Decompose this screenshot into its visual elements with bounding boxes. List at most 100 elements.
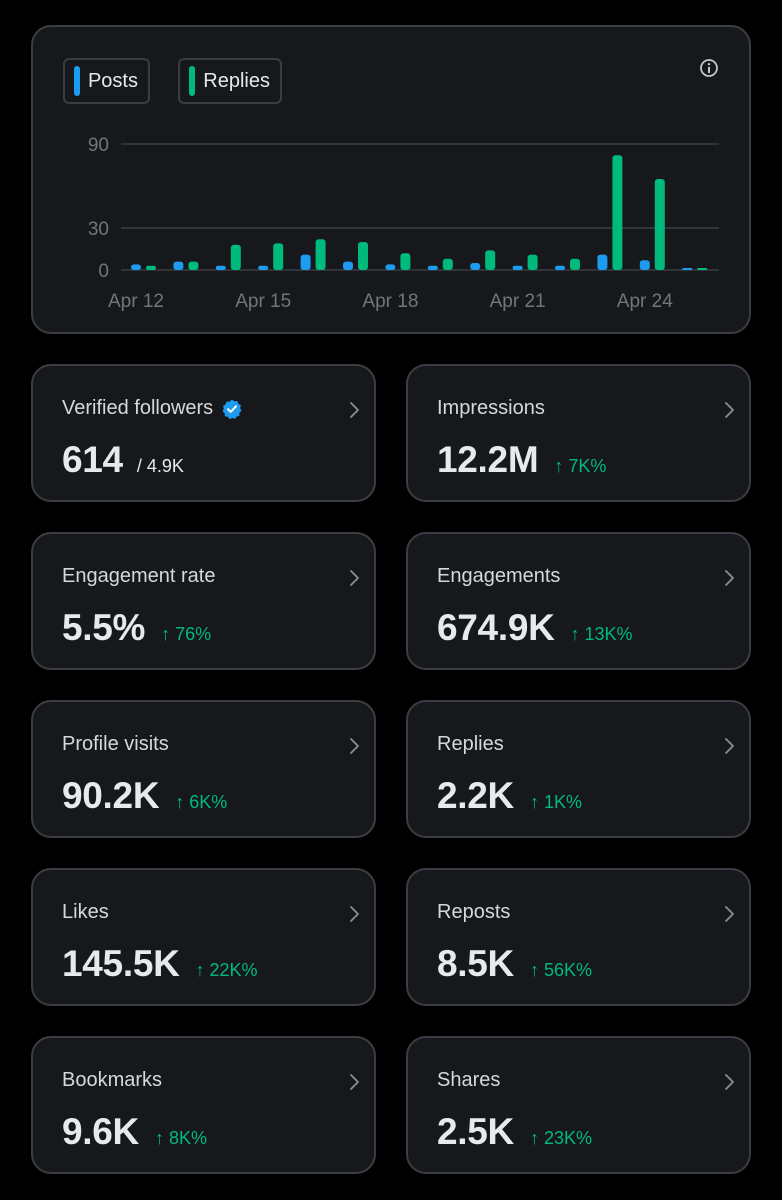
analytics-chart-card: Posts Replies 0 30 90 Apr 12 Apr 15 Apr 18 Apr…: [31, 25, 751, 334]
posts-bar-apr-22[interactable]: [555, 265, 565, 270]
metric-value-row: 2.5K ↑ 23K%: [437, 1111, 592, 1153]
chevron-right-icon: [350, 1074, 359, 1090]
metric-value: 12.2M: [437, 439, 539, 480]
metric-card-shares[interactable]: Shares 2.5K ↑ 23K%: [406, 1036, 751, 1174]
posts-bar-apr-23[interactable]: [597, 254, 608, 270]
metric-value: 2.2K: [437, 775, 514, 816]
metric-value-row: 2.2K ↑ 1K%: [437, 775, 582, 817]
replies-swatch-icon: [189, 66, 196, 96]
metric-card-reposts[interactable]: Reposts 8.5K ↑ 56K%: [406, 868, 751, 1006]
metric-label: Impressions: [437, 397, 545, 420]
metric-card-likes[interactable]: Likes 145.5K ↑ 22K%: [31, 868, 376, 1006]
metric-delta: ↑ 8K%: [154, 1128, 207, 1148]
legend-posts-toggle[interactable]: Posts: [63, 58, 150, 104]
metric-label-text: Impressions: [437, 397, 545, 419]
chevron-right-icon: [350, 738, 359, 754]
replies-bar-apr-13[interactable]: [188, 261, 199, 270]
metric-delta: ↑ 22K%: [195, 960, 258, 980]
metric-card-profile-visits[interactable]: Profile visits 90.2K ↑ 6K%: [31, 700, 376, 838]
replies-bar-apr-25[interactable]: [697, 268, 708, 270]
metric-delta: ↑ 6K%: [175, 792, 228, 812]
posts-bar-apr-25[interactable]: [682, 268, 693, 270]
posts-bar-apr-16[interactable]: [300, 254, 311, 270]
x-tick-label: Apr 12: [108, 291, 164, 312]
y-tick-label: 30: [88, 219, 109, 240]
chevron-right-icon: [725, 570, 734, 586]
metric-delta: ↑ 1K%: [529, 792, 582, 812]
metric-label-text: Likes: [62, 901, 109, 923]
replies-bar-apr-19[interactable]: [442, 258, 453, 270]
metric-card-replies[interactable]: Replies 2.2K ↑ 1K%: [406, 700, 751, 838]
metric-label: Likes: [62, 901, 109, 924]
metric-label: Profile visits: [62, 733, 169, 756]
metric-total: / 4.9K: [136, 456, 184, 476]
chevron-right-icon: [725, 402, 734, 418]
y-tick-label: 0: [98, 261, 109, 282]
info-icon[interactable]: [699, 58, 719, 78]
replies-bar-apr-22[interactable]: [570, 258, 580, 270]
posts-bar-apr-13[interactable]: [173, 261, 184, 270]
posts-bar-apr-17[interactable]: [343, 261, 353, 270]
y-tick-label: 90: [88, 135, 109, 156]
metric-value: 8.5K: [437, 943, 514, 984]
legend-replies-label: Replies: [203, 69, 270, 92]
posts-bar-apr-20[interactable]: [470, 263, 481, 270]
posts-bar-apr-19[interactable]: [427, 265, 438, 270]
metric-label: Engagement rate: [62, 565, 215, 588]
chevron-right-icon: [350, 906, 359, 922]
replies-bar-apr-16[interactable]: [315, 239, 326, 270]
metric-value-row: 145.5K ↑ 22K%: [62, 943, 258, 985]
metric-value: 9.6K: [62, 1111, 139, 1152]
metric-label: Verified followers: [62, 397, 243, 420]
metric-value: 674.9K: [437, 607, 555, 648]
replies-bar-apr-21[interactable]: [527, 254, 538, 270]
replies-bar-apr-24[interactable]: [654, 179, 665, 270]
metric-delta: ↑ 13K%: [570, 624, 633, 644]
replies-bar-apr-14[interactable]: [230, 244, 241, 270]
metric-label-text: Verified followers: [62, 397, 214, 419]
metric-label-text: Shares: [437, 1069, 501, 1091]
metric-label: Reposts: [437, 901, 510, 924]
replies-bar-apr-17[interactable]: [358, 242, 368, 270]
metric-card-bookmarks[interactable]: Bookmarks 9.6K ↑ 8K%: [31, 1036, 376, 1174]
metric-value-row: 674.9K ↑ 13K%: [437, 607, 633, 649]
bar-chart: 0 30 90 Apr 12 Apr 15 Apr 18 Apr 21 Apr 24: [88, 135, 719, 312]
legend-replies-toggle[interactable]: Replies: [178, 58, 282, 104]
metric-value-row: 12.2M ↑ 7K%: [437, 439, 606, 481]
replies-bar-apr-23[interactable]: [612, 155, 623, 270]
posts-bar-apr-18[interactable]: [385, 264, 396, 270]
legend-posts-label: Posts: [87, 69, 138, 92]
chevron-right-icon: [725, 738, 734, 754]
metric-card-engagement-rate[interactable]: Engagement rate 5.5% ↑ 76%: [31, 532, 376, 670]
metric-value: 2.5K: [437, 1111, 514, 1152]
posts-bar-apr-24[interactable]: [639, 260, 650, 270]
metric-value: 5.5%: [62, 607, 146, 648]
metric-value-row: 9.6K ↑ 8K%: [62, 1111, 207, 1153]
x-tick-label: Apr 15: [235, 291, 291, 312]
metric-label-text: Profile visits: [62, 733, 169, 755]
chevron-right-icon: [350, 570, 359, 586]
metric-value-row: 614 / 4.9K: [62, 439, 184, 481]
posts-bar-apr-12[interactable]: [131, 264, 141, 270]
replies-bar-apr-18[interactable]: [400, 253, 411, 270]
posts-bar-apr-21[interactable]: [512, 265, 523, 270]
x-tick-label: Apr 21: [490, 291, 546, 312]
metric-delta: ↑ 56K%: [529, 960, 593, 980]
replies-bar-apr-15[interactable]: [273, 243, 284, 270]
metric-delta: ↑ 23K%: [529, 1128, 593, 1148]
metric-value: 90.2K: [62, 775, 160, 816]
replies-bar-apr-20[interactable]: [485, 250, 496, 270]
metric-card-engagements[interactable]: Engagements 674.9K ↑ 13K%: [406, 532, 751, 670]
metric-label: Engagements: [437, 565, 560, 588]
metric-label-text: Engagements: [437, 565, 561, 587]
metric-value-row: 8.5K ↑ 56K%: [437, 943, 592, 985]
replies-bar-apr-12[interactable]: [146, 265, 156, 270]
metric-card-verified-followers[interactable]: Verified followers 614 / 4.9K: [31, 364, 376, 502]
posts-bar-apr-14[interactable]: [215, 265, 226, 270]
metric-label: Shares: [437, 1069, 500, 1092]
posts-bar-apr-15[interactable]: [258, 265, 269, 270]
metric-card-impressions[interactable]: Impressions 12.2M ↑ 7K%: [406, 364, 751, 502]
posts-swatch-icon: [74, 66, 80, 96]
chevron-right-icon: [725, 906, 734, 922]
metric-value-row: 90.2K ↑ 6K%: [62, 775, 227, 817]
